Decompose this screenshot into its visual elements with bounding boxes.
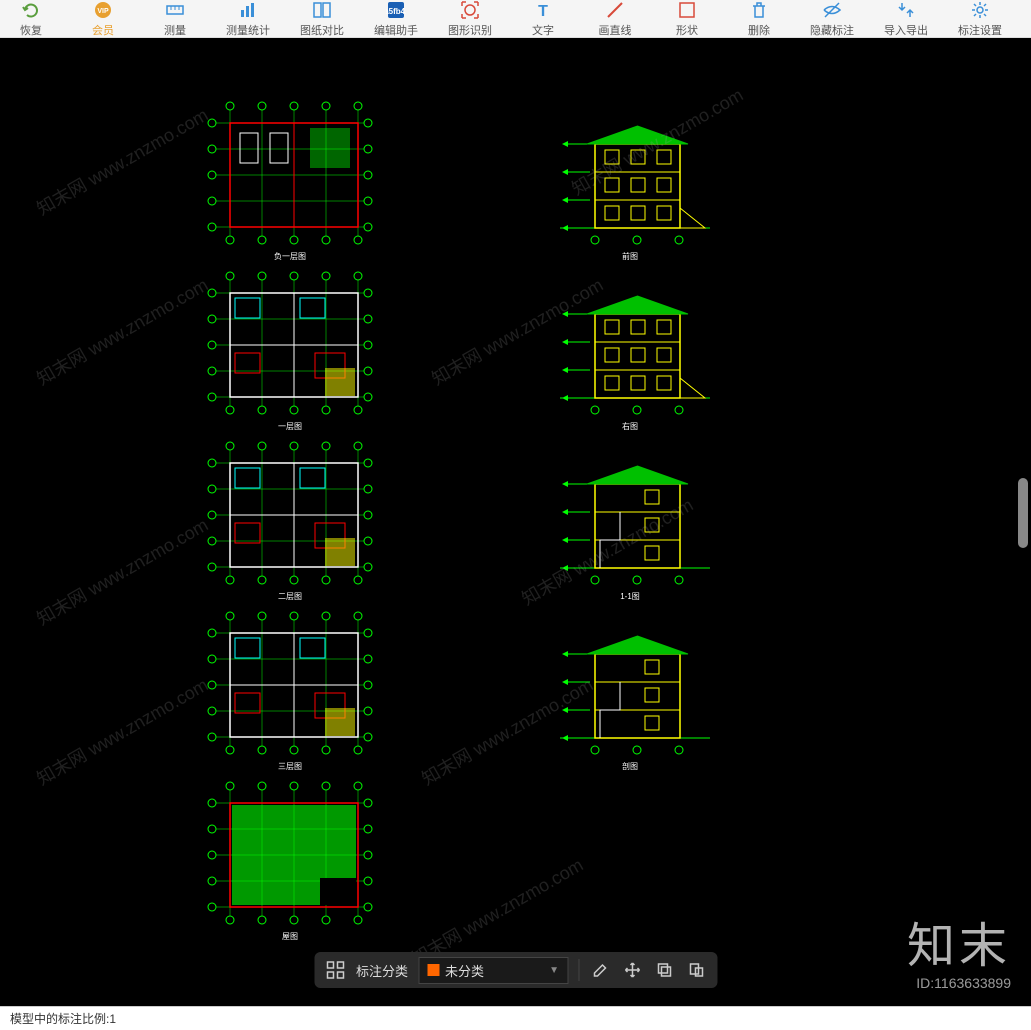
text-icon: T [533,0,553,20]
tool-label: 图纸对比 [300,22,344,38]
watermark-text: 知末网 www.znzmo.com [31,671,212,791]
annotation-category-select[interactable]: 未分类 ▼ [418,957,568,984]
drawing-plan-3f[interactable]: 三层图 [200,608,380,758]
drawing-label: 负一层图 [274,251,306,262]
id-watermark: ID:1163633899 [916,975,1011,991]
scrollbar-thumb[interactable] [1018,478,1028,548]
cad-canvas[interactable]: 负一层图前图一层图右图二层图1-1图三层图剖图屋图 知末网 www.znzmo.… [0,38,1031,1006]
drawing-label: 剖图 [622,761,638,772]
watermark-text: 知末网 www.znzmo.com [31,101,212,221]
delete-icon [749,0,769,20]
brand-watermark: 知末 [907,906,1011,976]
tool-label: 测量 [164,22,186,38]
status-text: 模型中的标注比例:1 [10,1010,116,1027]
tool-label: 画直线 [599,22,632,38]
grid-icon[interactable] [324,959,346,981]
cad-icon: #1a5fb4AD [386,0,406,20]
tool-measure[interactable]: 测量 [154,0,196,38]
tool-import-export[interactable]: 导入导出 [884,0,928,38]
drawing-section-1[interactable]: 1-1图 [540,438,720,588]
undo-icon [21,0,41,20]
tool-anno-settings[interactable]: 标注设置 [958,0,1002,38]
drawing-elev-front[interactable]: 前图 [540,98,720,248]
tool-line[interactable]: 画直线 [594,0,636,38]
copy-icon[interactable] [653,959,675,981]
compare-icon [312,0,332,20]
tool-measure-stats[interactable]: 测量统计 [226,0,270,38]
tool-restore[interactable]: 恢复 [10,0,52,38]
drawing-label: 1-1图 [620,591,640,602]
paste-icon[interactable] [685,959,707,981]
vip-icon: VIP [93,0,113,20]
drawing-label: 前图 [622,251,638,262]
tool-text[interactable]: T 文字 [522,0,564,38]
category-swatch [427,964,439,976]
svg-text:VIP: VIP [97,8,109,15]
top-toolbar: 恢复 VIP 会员 测量 测量统计 图纸对比 #1a5fb4AD 编辑助手 图形识别 T 文字 画直线… [0,0,1031,38]
tool-label: 标注设置 [958,22,1002,38]
line-icon [605,0,625,20]
divider [578,959,579,981]
chevron-down-icon: ▼ [549,965,559,976]
move-icon[interactable] [621,959,643,981]
watermark-text: 知末网 www.znzmo.com [31,511,212,631]
tool-edit-assist[interactable]: #1a5fb4AD 编辑助手 [374,0,418,38]
svg-text:T: T [538,3,548,20]
recog-icon [460,0,480,20]
drawing-elev-side[interactable]: 右图 [540,268,720,418]
shape-icon [677,0,697,20]
tool-label: 文字 [532,22,554,38]
tool-label: 编辑助手 [374,22,418,38]
stats-icon [238,0,258,20]
drawing-label: 一层图 [278,421,302,432]
drawing-plan-basement[interactable]: 负一层图 [200,98,380,248]
drawing-label: 屋图 [282,931,298,942]
tool-label: 删除 [748,22,770,38]
drawing-plan-1f[interactable]: 一层图 [200,268,380,418]
hide-icon [822,0,842,20]
drawing-plan-roof[interactable]: 屋图 [200,778,380,928]
watermark-text: 知末网 www.znzmo.com [31,271,212,391]
annotation-toolbar: 标注分类 未分类 ▼ [314,952,717,988]
tool-label: 测量统计 [226,22,270,38]
drawing-label: 二层图 [278,591,302,602]
tool-label: 导入导出 [884,22,928,38]
edit-icon[interactable] [589,959,611,981]
tool-label: 图形识别 [448,22,492,38]
category-selected-text: 未分类 [445,961,543,980]
drawing-section-2[interactable]: 剖图 [540,608,720,758]
tool-label: 会员 [92,22,114,38]
tool-shape[interactable]: 形状 [666,0,708,38]
vertical-scrollbar[interactable] [1015,38,1029,1006]
tool-label: 恢复 [20,22,42,38]
ruler-icon [165,0,185,20]
svg-text:#1a5fb4AD: #1a5fb4AD [386,7,406,16]
drawing-label: 右图 [622,421,638,432]
tool-label: 形状 [676,22,698,38]
tool-delete[interactable]: 删除 [738,0,780,38]
annotation-category-label: 标注分类 [356,961,408,980]
tool-compare[interactable]: 图纸对比 [300,0,344,38]
tool-hide-anno[interactable]: 隐藏标注 [810,0,854,38]
tool-label: 隐藏标注 [810,22,854,38]
tool-vip[interactable]: VIP 会员 [82,0,124,38]
io-icon [896,0,916,20]
status-bar: 模型中的标注比例:1 [0,1006,1031,1030]
tool-shape-recog[interactable]: 图形识别 [448,0,492,38]
drawing-label: 三层图 [278,761,302,772]
settings-icon [970,0,990,20]
drawing-plan-2f[interactable]: 二层图 [200,438,380,588]
